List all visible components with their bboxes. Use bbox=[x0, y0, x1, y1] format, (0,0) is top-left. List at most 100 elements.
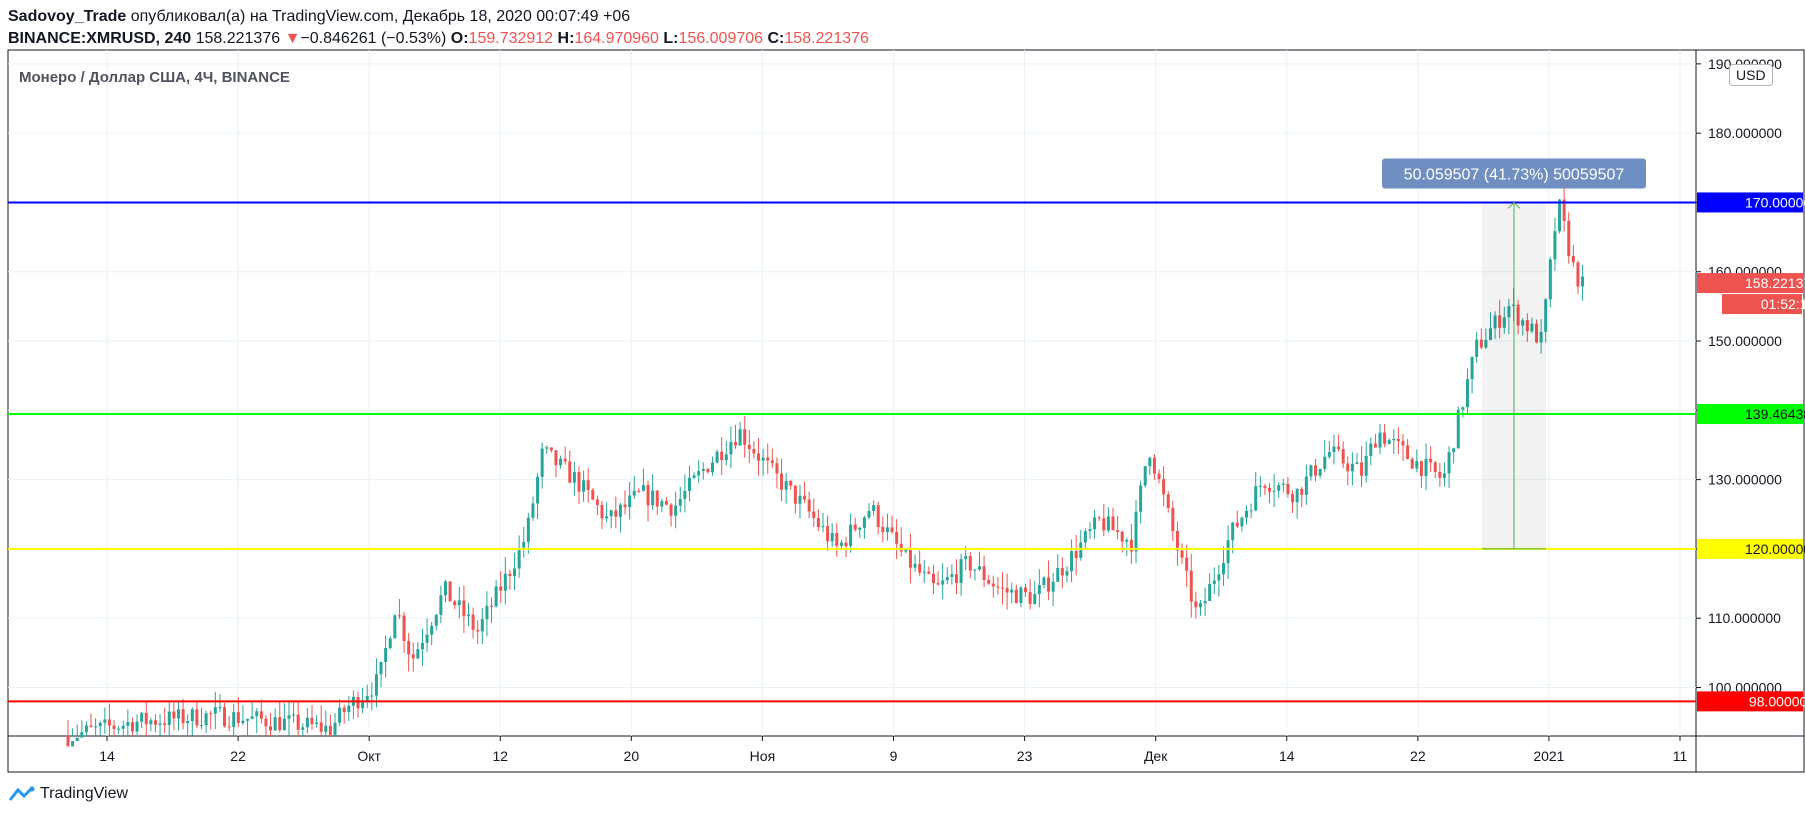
candle-body bbox=[724, 454, 728, 461]
candle-body bbox=[632, 490, 636, 496]
candle-body bbox=[747, 444, 751, 450]
candle-body bbox=[250, 716, 254, 719]
candle-up bbox=[1277, 482, 1281, 499]
candle-body bbox=[1553, 231, 1557, 260]
candle-up bbox=[1212, 567, 1216, 594]
candle-up bbox=[641, 468, 645, 492]
candle-body bbox=[1369, 443, 1373, 456]
candle-down bbox=[1175, 521, 1179, 566]
candle-body bbox=[1396, 438, 1400, 442]
candle-up bbox=[1364, 441, 1368, 483]
candle-body bbox=[1277, 484, 1281, 491]
candle-body bbox=[540, 448, 544, 477]
candle-up bbox=[1203, 587, 1207, 617]
candle-body bbox=[669, 504, 673, 516]
candle-body bbox=[1281, 483, 1285, 485]
x-tick-label: 14 bbox=[1279, 748, 1295, 764]
candle-down bbox=[1410, 457, 1414, 470]
candle-down bbox=[766, 443, 770, 474]
candle-body bbox=[80, 732, 84, 738]
candle-body bbox=[1249, 510, 1253, 512]
candle-body bbox=[1488, 328, 1492, 340]
candle-up bbox=[761, 449, 765, 476]
candle-body bbox=[780, 473, 784, 490]
candle-down bbox=[476, 620, 480, 644]
publication-header: Sadovoy_Trade опубликовал(а) на TradingV… bbox=[8, 8, 630, 26]
level-axis-label: 120.000000 bbox=[1745, 541, 1805, 557]
candle-down bbox=[402, 612, 406, 653]
candle-up bbox=[1198, 600, 1202, 616]
level-axis-label: 170.000000 bbox=[1745, 194, 1805, 210]
candle-body bbox=[425, 634, 429, 643]
high-value: 164.970960 bbox=[574, 30, 659, 47]
candle-down bbox=[1314, 459, 1318, 482]
candle-body bbox=[370, 695, 374, 697]
candle-up bbox=[273, 708, 277, 731]
candle-body bbox=[1143, 466, 1147, 486]
candle-body bbox=[1516, 304, 1520, 326]
candle-body bbox=[1341, 449, 1345, 464]
candle-body bbox=[867, 510, 871, 518]
candle-body bbox=[536, 476, 540, 504]
candle-up bbox=[1106, 507, 1110, 533]
x-tick-label: Дек bbox=[1144, 748, 1168, 764]
candle-body bbox=[1567, 220, 1571, 256]
candle-body bbox=[1465, 379, 1469, 408]
candle-body bbox=[407, 641, 411, 655]
candle-up bbox=[485, 591, 489, 637]
candle-up bbox=[176, 702, 180, 731]
candle-body bbox=[1116, 530, 1120, 532]
candle-down bbox=[1479, 328, 1483, 350]
candle-up bbox=[434, 613, 438, 631]
candle-down bbox=[1433, 461, 1437, 479]
candle-down bbox=[278, 701, 282, 733]
candle-body bbox=[508, 573, 512, 577]
author-name[interactable]: Sadovoy_Trade bbox=[8, 8, 127, 25]
candle-down bbox=[1286, 477, 1290, 498]
candle-down bbox=[1525, 313, 1529, 342]
candle-body bbox=[545, 447, 549, 449]
candle-body bbox=[715, 451, 719, 463]
candle-down bbox=[780, 458, 784, 502]
candle-down bbox=[968, 551, 972, 579]
candle-body bbox=[361, 700, 365, 709]
candle-body bbox=[453, 601, 457, 606]
candle-up bbox=[1033, 580, 1037, 605]
candle-body bbox=[641, 485, 645, 491]
candle-up bbox=[1148, 456, 1152, 475]
candle-up bbox=[1387, 438, 1391, 445]
candle-body bbox=[1452, 448, 1456, 453]
y-tick-label: 150.000000 bbox=[1708, 333, 1782, 349]
candle-up bbox=[158, 714, 162, 736]
candle-down bbox=[595, 495, 599, 516]
candle-down bbox=[563, 446, 567, 465]
candle-body bbox=[1148, 457, 1152, 467]
candle-body bbox=[1346, 463, 1350, 472]
candle-body bbox=[457, 600, 461, 606]
candle-body bbox=[964, 556, 968, 560]
candle-body bbox=[628, 495, 632, 508]
level-axis-badge bbox=[1697, 404, 1803, 425]
candle-body bbox=[384, 647, 388, 662]
open-label: O: bbox=[450, 30, 469, 47]
candle-body bbox=[807, 499, 811, 512]
candle-up bbox=[1139, 480, 1143, 524]
candle-body bbox=[167, 711, 171, 726]
brand-name[interactable]: TradingView bbox=[40, 785, 129, 802]
candle-body bbox=[494, 586, 498, 607]
candle-up bbox=[1544, 298, 1548, 343]
candle-body bbox=[1180, 550, 1184, 558]
candle-body bbox=[766, 457, 770, 461]
candle-body bbox=[66, 736, 70, 747]
candle-body bbox=[1231, 522, 1235, 541]
candle-up bbox=[1226, 525, 1230, 579]
candle-body bbox=[499, 586, 503, 591]
candle-up bbox=[1530, 317, 1534, 334]
candle-body bbox=[651, 490, 655, 506]
candle-body bbox=[757, 453, 761, 461]
low-label: L: bbox=[663, 30, 679, 47]
currency-badge[interactable]: USD bbox=[1729, 64, 1773, 86]
candle-up bbox=[388, 635, 392, 650]
candle-body bbox=[172, 711, 176, 719]
